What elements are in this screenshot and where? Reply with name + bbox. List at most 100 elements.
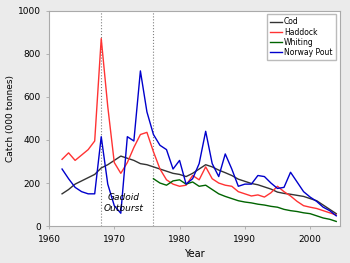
Cod bbox=[93, 173, 97, 176]
Norway Pout bbox=[315, 200, 319, 203]
Norway Pout bbox=[243, 183, 247, 186]
Whiting bbox=[223, 195, 228, 198]
Whiting bbox=[315, 214, 319, 218]
Cod bbox=[125, 157, 130, 160]
Whiting bbox=[171, 179, 175, 183]
Cod bbox=[119, 154, 123, 158]
Cod bbox=[249, 182, 253, 185]
Haddock bbox=[197, 178, 201, 181]
Haddock bbox=[99, 37, 103, 40]
Cod bbox=[308, 197, 312, 200]
Cod bbox=[106, 163, 110, 166]
Haddock bbox=[210, 177, 214, 180]
Whiting bbox=[204, 184, 208, 187]
Whiting bbox=[217, 192, 221, 195]
Cod bbox=[288, 193, 293, 196]
Cod bbox=[177, 173, 182, 176]
Norway Pout bbox=[223, 152, 228, 155]
Haddock bbox=[334, 213, 338, 216]
Line: Cod: Cod bbox=[62, 156, 336, 214]
Whiting bbox=[177, 178, 182, 181]
Whiting bbox=[301, 211, 306, 214]
Haddock bbox=[106, 105, 110, 108]
Haddock bbox=[145, 131, 149, 134]
Whiting bbox=[190, 180, 195, 184]
Haddock bbox=[223, 184, 228, 187]
Haddock bbox=[288, 194, 293, 198]
Norway Pout bbox=[230, 168, 234, 171]
Whiting bbox=[151, 177, 155, 180]
Norway Pout bbox=[321, 206, 325, 209]
Norway Pout bbox=[132, 139, 136, 143]
Haddock bbox=[256, 193, 260, 196]
Norway Pout bbox=[79, 190, 84, 193]
Cod bbox=[275, 190, 280, 194]
Haddock bbox=[86, 148, 90, 151]
Haddock bbox=[93, 139, 97, 143]
Haddock bbox=[171, 183, 175, 186]
Haddock bbox=[321, 209, 325, 212]
Norway Pout bbox=[93, 192, 97, 195]
Haddock bbox=[66, 151, 71, 154]
Haddock bbox=[295, 200, 299, 203]
Norway Pout bbox=[86, 192, 90, 195]
Norway Pout bbox=[328, 209, 332, 212]
Whiting bbox=[334, 220, 338, 223]
Haddock bbox=[269, 191, 273, 194]
Cod bbox=[210, 165, 214, 169]
Norway Pout bbox=[256, 174, 260, 177]
Whiting bbox=[184, 183, 188, 186]
Cod bbox=[66, 188, 71, 191]
Norway Pout bbox=[249, 183, 253, 186]
Haddock bbox=[177, 185, 182, 188]
Cod bbox=[321, 204, 325, 207]
Whiting bbox=[262, 204, 267, 207]
Norway Pout bbox=[295, 180, 299, 184]
Cod bbox=[60, 192, 64, 195]
Norway Pout bbox=[275, 187, 280, 190]
Norway Pout bbox=[282, 186, 286, 189]
Text: Gadoid: Gadoid bbox=[108, 193, 140, 202]
Norway Pout bbox=[145, 110, 149, 113]
Norway Pout bbox=[73, 186, 77, 189]
Haddock bbox=[328, 211, 332, 214]
Norway Pout bbox=[151, 133, 155, 136]
Cod bbox=[158, 168, 162, 171]
Whiting bbox=[243, 200, 247, 204]
Norway Pout bbox=[269, 181, 273, 185]
Cod bbox=[99, 166, 103, 170]
Cod bbox=[301, 195, 306, 198]
Norway Pout bbox=[138, 69, 142, 73]
Cod bbox=[243, 180, 247, 183]
Norway Pout bbox=[119, 212, 123, 215]
Cod bbox=[256, 183, 260, 186]
Haddock bbox=[308, 206, 312, 209]
Norway Pout bbox=[288, 171, 293, 174]
Cod bbox=[138, 162, 142, 165]
Whiting bbox=[308, 212, 312, 215]
Whiting bbox=[295, 210, 299, 213]
Norway Pout bbox=[112, 204, 117, 207]
Cod bbox=[145, 163, 149, 166]
Haddock bbox=[204, 165, 208, 169]
Whiting bbox=[256, 203, 260, 206]
Haddock bbox=[164, 178, 169, 181]
Haddock bbox=[60, 158, 64, 161]
Whiting bbox=[275, 206, 280, 209]
Norway Pout bbox=[184, 183, 188, 186]
Norway Pout bbox=[66, 177, 71, 180]
Norway Pout bbox=[125, 135, 130, 138]
Cod bbox=[79, 179, 84, 183]
Cod bbox=[230, 174, 234, 177]
Norway Pout bbox=[236, 185, 240, 188]
X-axis label: Year: Year bbox=[184, 249, 204, 259]
Norway Pout bbox=[197, 162, 201, 165]
Norway Pout bbox=[204, 130, 208, 133]
Norway Pout bbox=[99, 135, 103, 138]
Whiting bbox=[249, 201, 253, 204]
Norway Pout bbox=[60, 168, 64, 171]
Whiting bbox=[269, 205, 273, 208]
Norway Pout bbox=[210, 162, 214, 165]
Y-axis label: Catch (000 tonnes): Catch (000 tonnes) bbox=[6, 75, 15, 162]
Haddock bbox=[190, 174, 195, 177]
